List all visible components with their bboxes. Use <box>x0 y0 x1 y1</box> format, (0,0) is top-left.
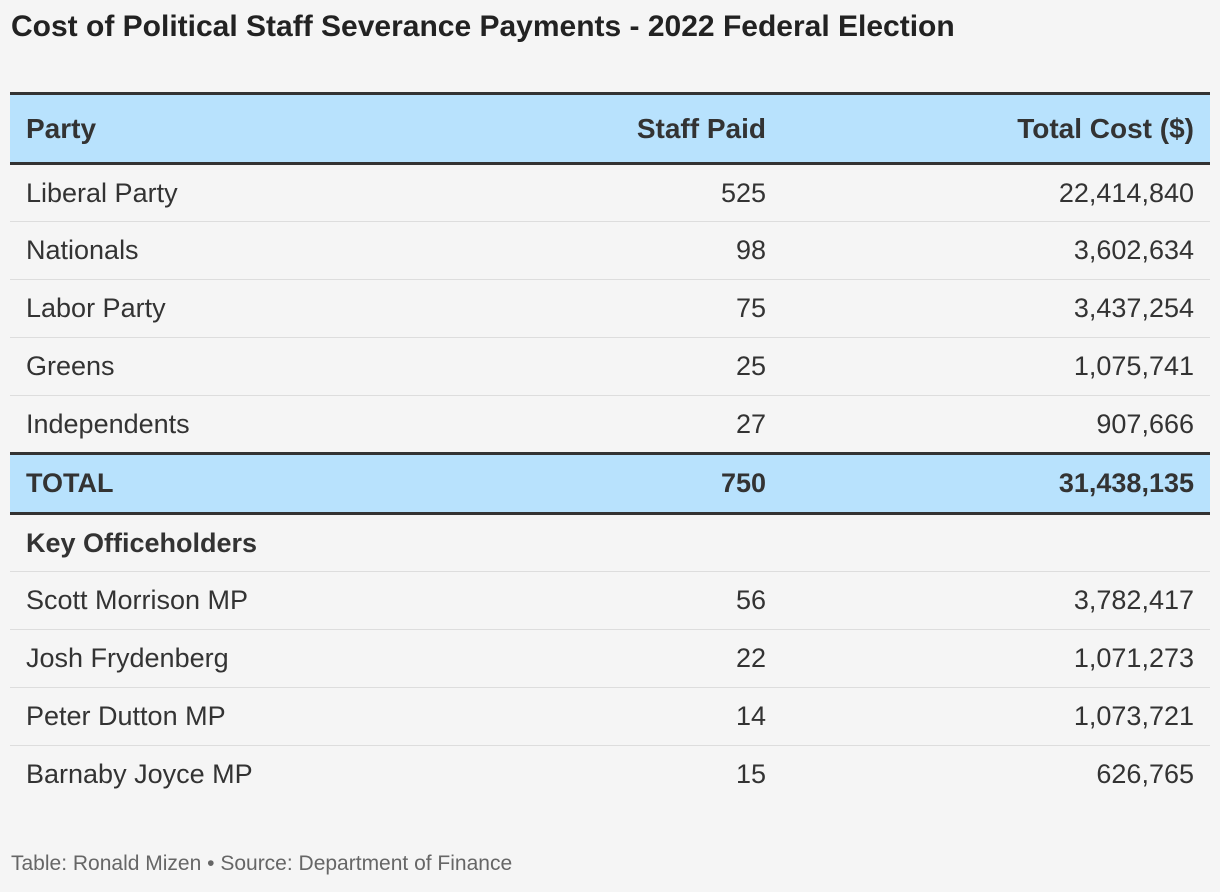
total-cost-cell: 1,075,741 <box>782 337 1210 396</box>
footer-separator: • <box>207 852 215 875</box>
table-body: Liberal Party 525 22,414,840 Nationals 9… <box>10 163 1210 804</box>
officeholder-cell: Josh Frydenberg <box>10 629 570 688</box>
table-row: Labor Party 75 3,437,254 <box>10 279 1210 338</box>
empty-cell <box>570 513 782 572</box>
total-cost-cell: 1,073,721 <box>782 687 1210 746</box>
staff-paid-cell: 98 <box>570 221 782 280</box>
table-row: Greens 25 1,075,741 <box>10 337 1210 396</box>
table-row: Peter Dutton MP 14 1,073,721 <box>10 687 1210 746</box>
party-cell: Labor Party <box>10 279 570 338</box>
table-row: Barnaby Joyce MP 15 626,765 <box>10 746 1210 804</box>
table-row: Josh Frydenberg 22 1,071,273 <box>10 629 1210 688</box>
officeholder-cell: Barnaby Joyce MP <box>26 759 253 790</box>
table-row: Independents 27 907,666 <box>10 395 1210 454</box>
footer-author: Table: Ronald Mizen <box>11 852 202 875</box>
staff-paid-cell: 56 <box>570 571 782 630</box>
header-row: Party Staff Paid Total Cost ($) <box>10 92 1210 165</box>
section-heading-key-officeholders: Key Officeholders <box>10 513 570 572</box>
total-cost-sum-cell: 31,438,135 <box>782 452 1210 515</box>
staff-paid-cell: 15 <box>735 759 766 790</box>
party-cell: Greens <box>10 337 570 396</box>
footer-source: Source: Department of Finance <box>220 852 513 875</box>
table-title: Cost of Political Staff Severance Paymen… <box>11 10 955 43</box>
staff-paid-cell: 22 <box>570 629 782 688</box>
table-header: Party Staff Paid Total Cost ($) <box>10 92 1210 165</box>
party-cell: Independents <box>10 395 570 454</box>
total-cost-cell: 1,071,273 <box>782 629 1210 688</box>
column-header-staff-paid: Staff Paid <box>570 92 782 165</box>
footer-credit: Table: Ronald Mizen • Source: Department… <box>11 852 512 876</box>
column-header-total-cost: Total Cost ($) <box>782 92 1210 165</box>
total-staff-paid-cell: 750 <box>570 452 782 515</box>
severance-table-container: Party Staff Paid Total Cost ($) Liberal … <box>10 92 1210 804</box>
staff-paid-cell: 525 <box>570 163 782 222</box>
table-row: Liberal Party 525 22,414,840 <box>10 163 1210 222</box>
total-label-cell: TOTAL <box>10 452 570 515</box>
column-header-party: Party <box>10 92 570 165</box>
total-row: TOTAL 750 31,438,135 <box>10 452 1210 515</box>
officeholder-cell: Scott Morrison MP <box>10 571 570 630</box>
total-cost-cell: 22,414,840 <box>782 163 1210 222</box>
staff-paid-cell: 27 <box>570 395 782 454</box>
total-cost-cell: 3,437,254 <box>782 279 1210 338</box>
total-cost-cell: 3,782,417 <box>782 571 1210 630</box>
party-cell: Nationals <box>10 221 570 280</box>
total-cost-cell: 626,765 <box>1096 759 1194 790</box>
table-row: Scott Morrison MP 56 3,782,417 <box>10 571 1210 630</box>
total-cost-cell: 907,666 <box>782 395 1210 454</box>
total-cost-cell: 3,602,634 <box>782 221 1210 280</box>
empty-cell <box>782 513 1210 572</box>
party-cell: Liberal Party <box>10 163 570 222</box>
staff-paid-cell: 25 <box>570 337 782 396</box>
officeholder-cell: Peter Dutton MP <box>10 687 570 746</box>
severance-table: Party Staff Paid Total Cost ($) Liberal … <box>10 92 1210 804</box>
table-row: Nationals 98 3,602,634 <box>10 221 1210 280</box>
staff-paid-cell: 14 <box>570 687 782 746</box>
staff-paid-cell: 75 <box>570 279 782 338</box>
section-heading-row: Key Officeholders <box>10 513 1210 572</box>
